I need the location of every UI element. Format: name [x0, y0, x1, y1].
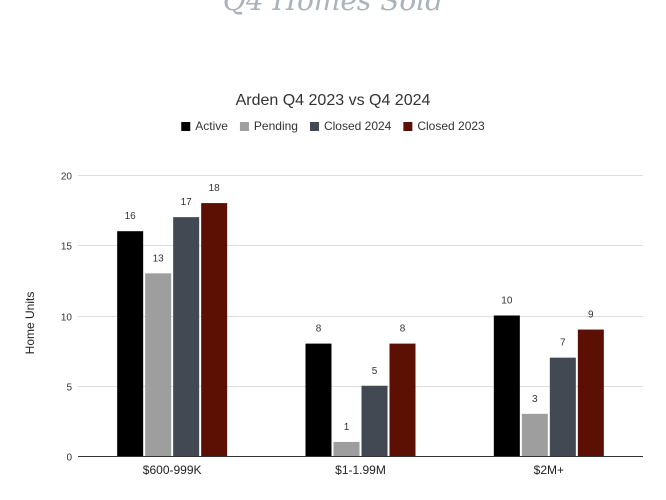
- data-label: 16: [125, 211, 137, 222]
- chart-title: Arden Q4 2023 vs Q4 2024: [236, 92, 431, 109]
- data-label: 9: [588, 310, 594, 321]
- chart-legend: Active Pending Closed 2024 Closed 2023: [181, 119, 485, 133]
- data-label: 8: [400, 324, 406, 335]
- legend-swatch: [403, 122, 413, 131]
- bars: [117, 203, 604, 456]
- bar: [577, 329, 604, 456]
- legend-label: Pending: [254, 119, 298, 133]
- y-tick-label: 10: [61, 313, 73, 324]
- data-label: 17: [181, 197, 193, 208]
- bar: [201, 203, 228, 456]
- bar: [305, 343, 332, 456]
- legend-label: Closed 2023: [417, 119, 485, 133]
- y-axis-ticks: 0 5 10 15 20: [61, 172, 73, 464]
- bar: [173, 217, 200, 456]
- bar: [549, 357, 576, 456]
- x-tick-label: $1-1.99M: [335, 463, 386, 477]
- x-tick-label: $600-999K: [143, 463, 202, 477]
- x-axis-ticks: $600-999K $1-1.99M $2M+: [143, 463, 564, 477]
- bar: [333, 441, 360, 456]
- data-label: 18: [209, 183, 221, 194]
- bar: [493, 315, 520, 456]
- data-labels: 16 13 17 18 8 1 5 8 10 3 7 9: [125, 183, 594, 433]
- legend-label: Active: [195, 119, 228, 133]
- bar: [117, 231, 144, 456]
- data-label: 8: [316, 324, 322, 335]
- legend-swatch: [239, 122, 249, 131]
- page-header-title: Q4 Homes Sold: [222, 0, 444, 17]
- y-tick-label: 20: [61, 172, 73, 183]
- y-tick-label: 15: [61, 242, 73, 253]
- y-tick-label: 5: [66, 383, 72, 394]
- x-tick-label: $2M+: [534, 463, 564, 477]
- data-label: 10: [501, 296, 513, 307]
- legend-label: Closed 2024: [324, 119, 392, 133]
- data-label: 13: [153, 253, 165, 264]
- y-tick-label: 0: [66, 453, 72, 464]
- data-label: 5: [372, 366, 378, 377]
- bar: [389, 343, 416, 456]
- legend-swatch: [309, 122, 319, 131]
- bar: [145, 273, 172, 456]
- data-label: 3: [532, 394, 538, 405]
- bar: [521, 413, 548, 456]
- bar: [361, 385, 388, 456]
- data-label: 7: [560, 338, 566, 349]
- legend-swatch: [181, 122, 191, 131]
- gridlines: [78, 175, 643, 387]
- y-axis-label: Home Units: [23, 292, 37, 355]
- data-label: 1: [344, 422, 350, 433]
